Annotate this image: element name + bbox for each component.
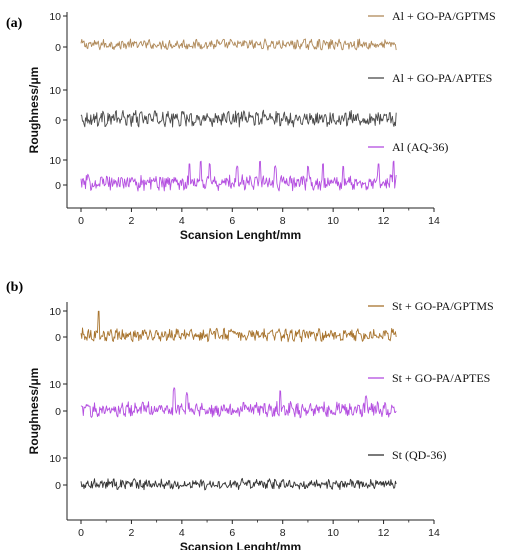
y-tick-label: 0 — [55, 332, 61, 344]
x-tick-label: 0 — [78, 215, 84, 227]
series-line — [80, 477, 397, 491]
legend-label: Al (AQ-36) — [392, 140, 448, 154]
y-tick-label: 0 — [55, 406, 61, 418]
x-tick-label: 10 — [327, 527, 339, 539]
y-tick-label: 0 — [55, 42, 61, 54]
x-tick-label: 12 — [378, 215, 390, 227]
y-tick-label: 10 — [49, 453, 61, 465]
x-tick-label: 10 — [327, 215, 339, 227]
series-line — [80, 38, 397, 51]
x-tick-label: 14 — [428, 527, 440, 539]
x-tick-label: 4 — [179, 527, 185, 539]
y-tick-label: 10 — [49, 85, 61, 97]
x-tick-label: 2 — [129, 215, 135, 227]
y-axis-title: Roughness/μm — [27, 67, 41, 154]
x-tick-label: 0 — [78, 527, 84, 539]
y-tick-label: 10 — [49, 11, 61, 23]
x-tick-label: 14 — [428, 215, 440, 227]
y-tick-label: 0 — [55, 115, 61, 127]
y-tick-label: 10 — [49, 379, 61, 391]
series-line — [80, 387, 397, 419]
legend-label: Al + GO-PA/APTES — [392, 71, 492, 85]
panel-label: (b) — [6, 280, 23, 295]
y-tick-label: 10 — [49, 306, 61, 318]
legend-label: St + GO-PA/GPTMS — [392, 299, 494, 313]
x-axis-title: Scansion Lenght/mm — [180, 228, 301, 242]
series-line — [80, 109, 397, 128]
y-tick-label: 0 — [55, 180, 61, 192]
x-tick-label: 4 — [179, 215, 185, 227]
panel-label: (a) — [6, 16, 23, 31]
x-tick-label: 8 — [280, 215, 286, 227]
y-tick-label: 0 — [55, 480, 61, 492]
x-axis-title: Scansion Lenght/mm — [180, 540, 301, 550]
series-line — [80, 160, 397, 192]
x-tick-label: 2 — [129, 527, 135, 539]
legend-label: St (QD-36) — [392, 448, 446, 462]
x-tick-label: 8 — [280, 527, 286, 539]
y-axis-title: Roughness/μm — [27, 368, 41, 455]
x-tick-label: 6 — [229, 215, 235, 227]
x-tick-label: 6 — [229, 527, 235, 539]
legend-label: St + GO-PA/APTES — [392, 371, 490, 385]
x-tick-label: 12 — [378, 527, 390, 539]
series-line — [80, 310, 397, 343]
legend-label: Al + GO-PA/GPTMS — [392, 9, 496, 23]
y-tick-label: 10 — [49, 155, 61, 167]
